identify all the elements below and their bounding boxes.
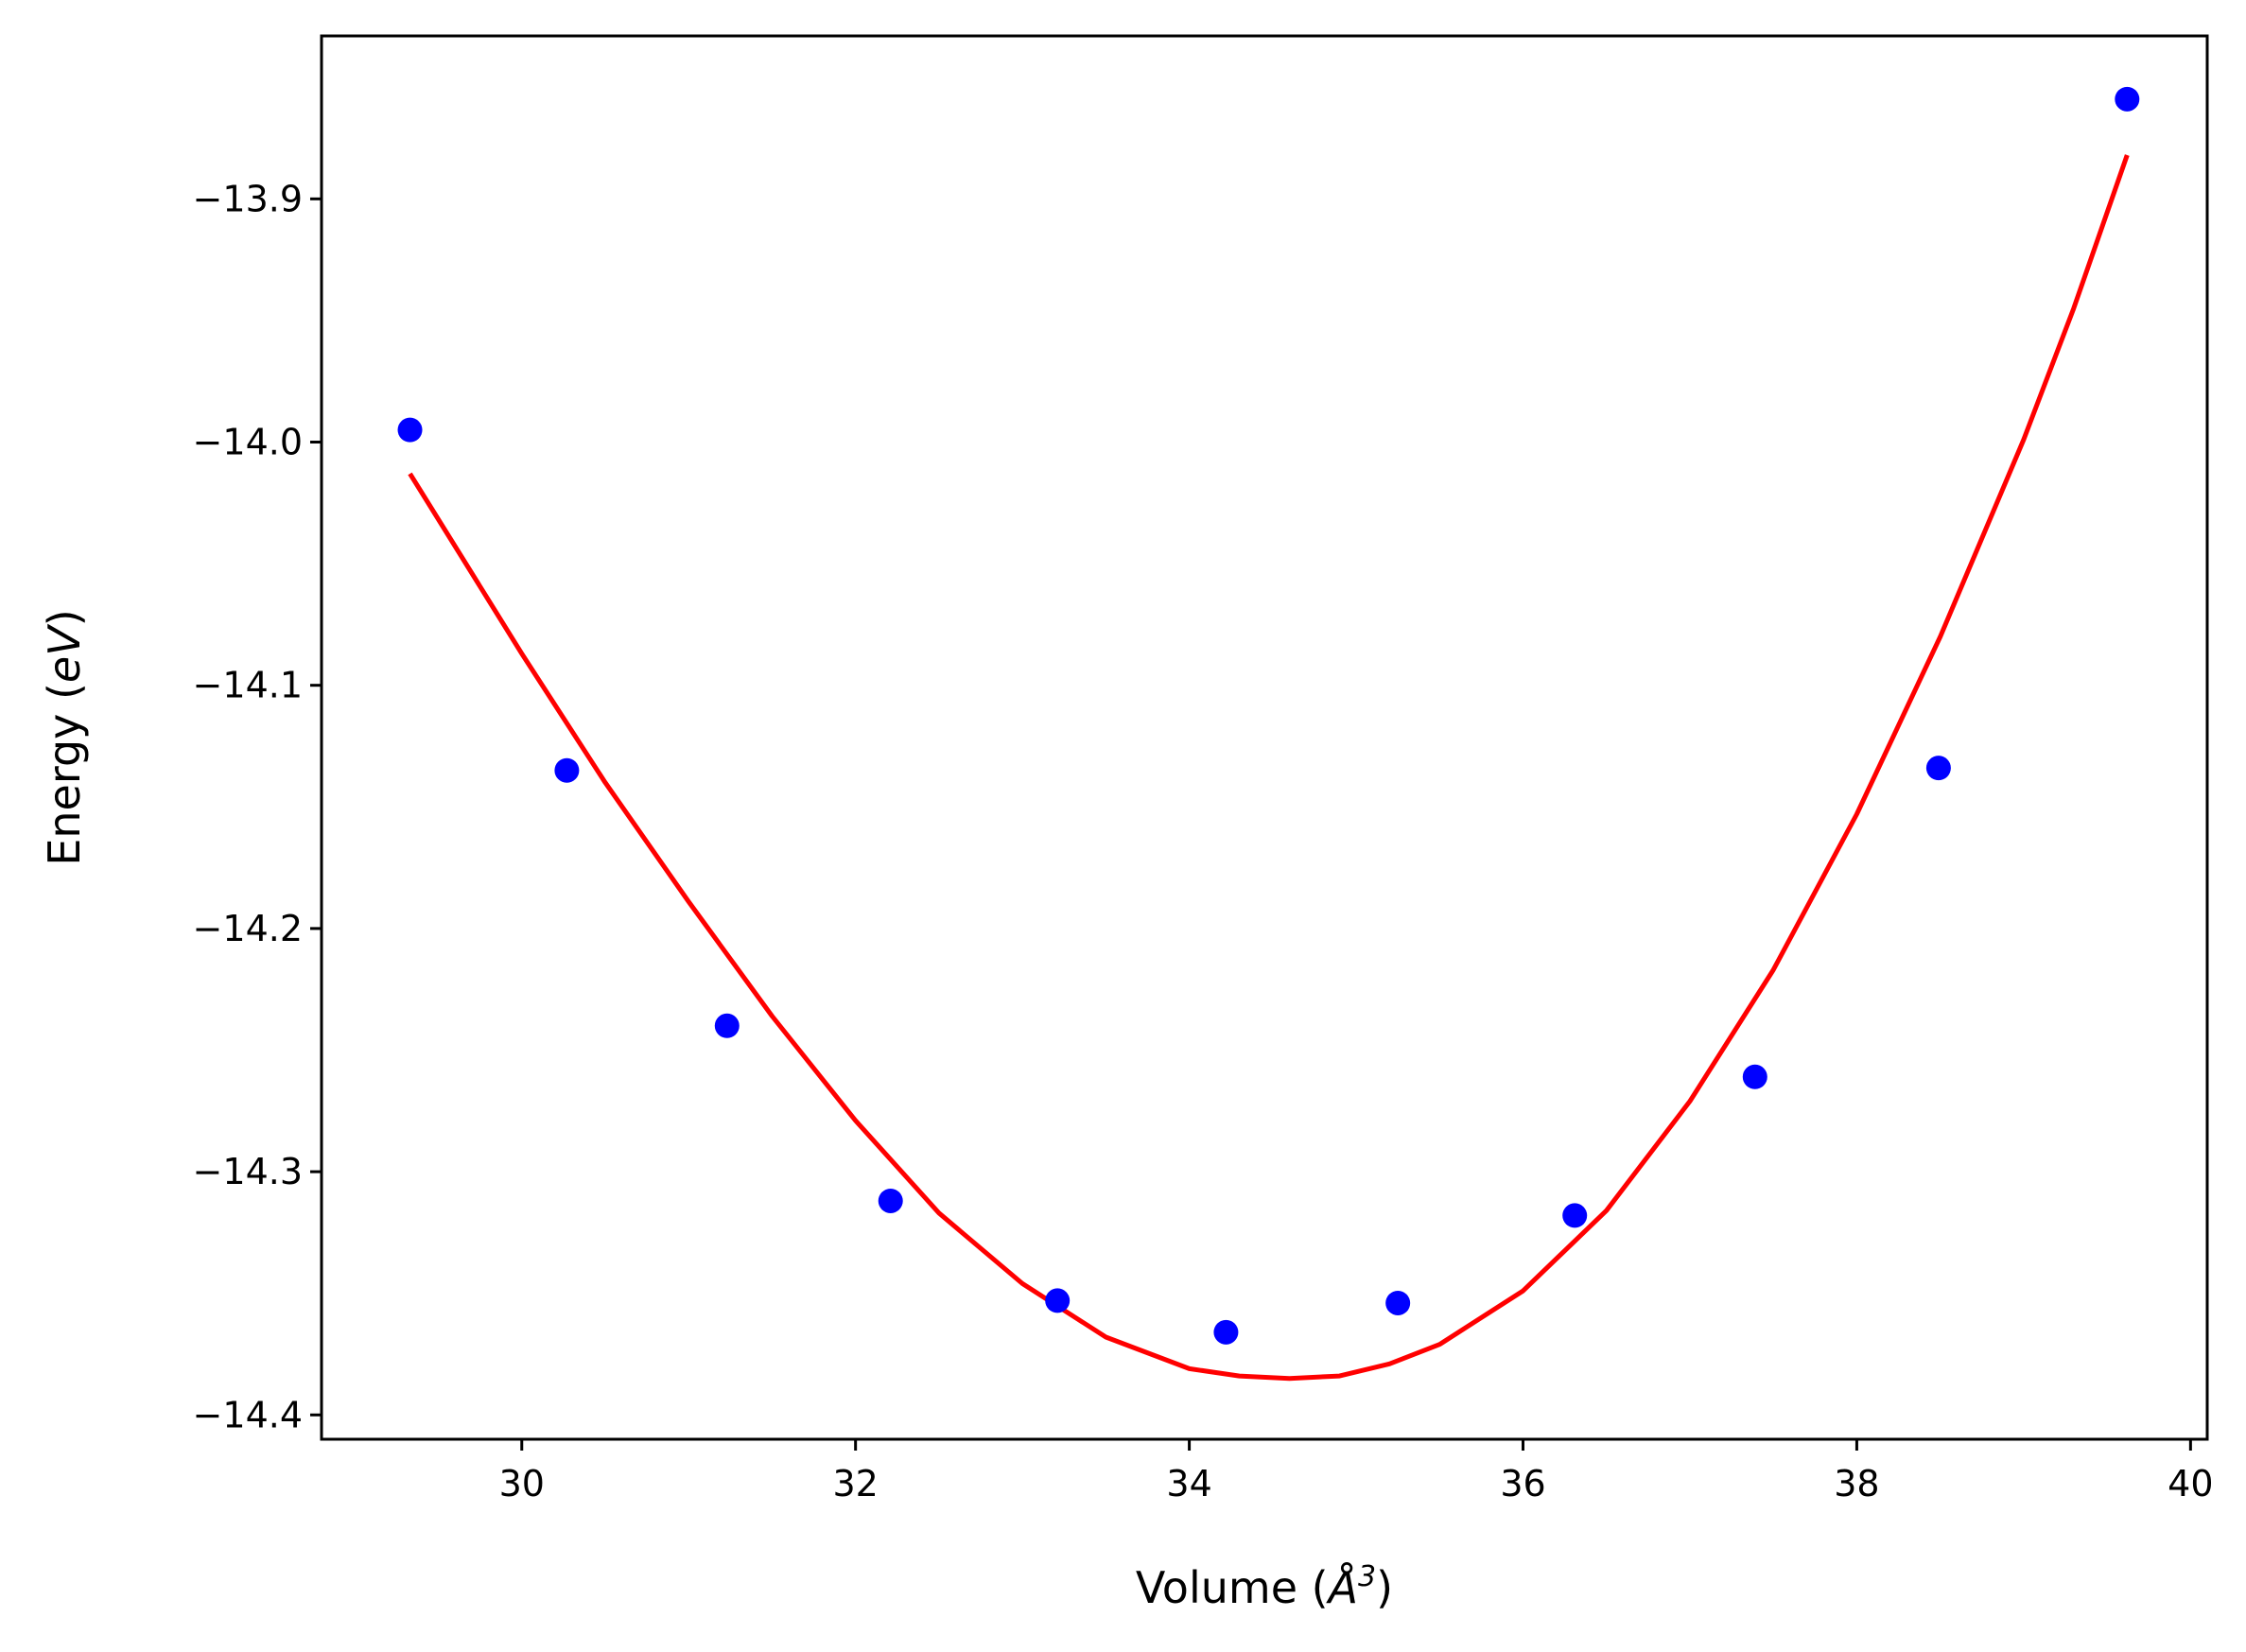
x-tick-label: 32 [832, 1463, 878, 1504]
data-point [878, 1188, 903, 1213]
data-point [714, 1013, 740, 1038]
y-tick-label: −13.9 [193, 178, 303, 219]
x-tick-label: 36 [1500, 1463, 1545, 1504]
x-tick-label: 38 [1834, 1463, 1879, 1504]
data-point [1385, 1290, 1411, 1315]
fit-curve-line [408, 154, 2130, 1382]
plot-area-frame [320, 34, 2209, 1441]
x-tick-label: 30 [499, 1463, 545, 1504]
data-point [1742, 1064, 1767, 1089]
data-point [1562, 1203, 1588, 1228]
data-point [554, 757, 580, 783]
data-point [1213, 1319, 1239, 1345]
y-tick-label: −14.1 [193, 665, 303, 706]
y-tick-label: −14.4 [193, 1394, 303, 1435]
x-tick-label: 34 [1166, 1463, 1211, 1504]
y-tick-label: −14.0 [193, 422, 303, 463]
x-tick-label: 40 [2168, 1463, 2213, 1504]
data-point [1045, 1288, 1071, 1313]
y-axis-ticks: −13.9 −14.0 −14.1 −14.2 −14.3 −14.4 [193, 178, 322, 1435]
y-tick-label: −14.2 [193, 908, 303, 949]
data-point [2115, 86, 2140, 112]
data-point [1925, 756, 1951, 781]
series-layer [397, 86, 2140, 1382]
data-point [397, 417, 423, 443]
y-tick-label: −14.3 [193, 1151, 303, 1192]
x-axis-label: Volume (Å3) [1136, 1560, 1393, 1613]
y-axis-label: Energy (eV) [39, 609, 90, 865]
x-axis-ticks: 30 32 34 36 38 40 [499, 1439, 2214, 1504]
